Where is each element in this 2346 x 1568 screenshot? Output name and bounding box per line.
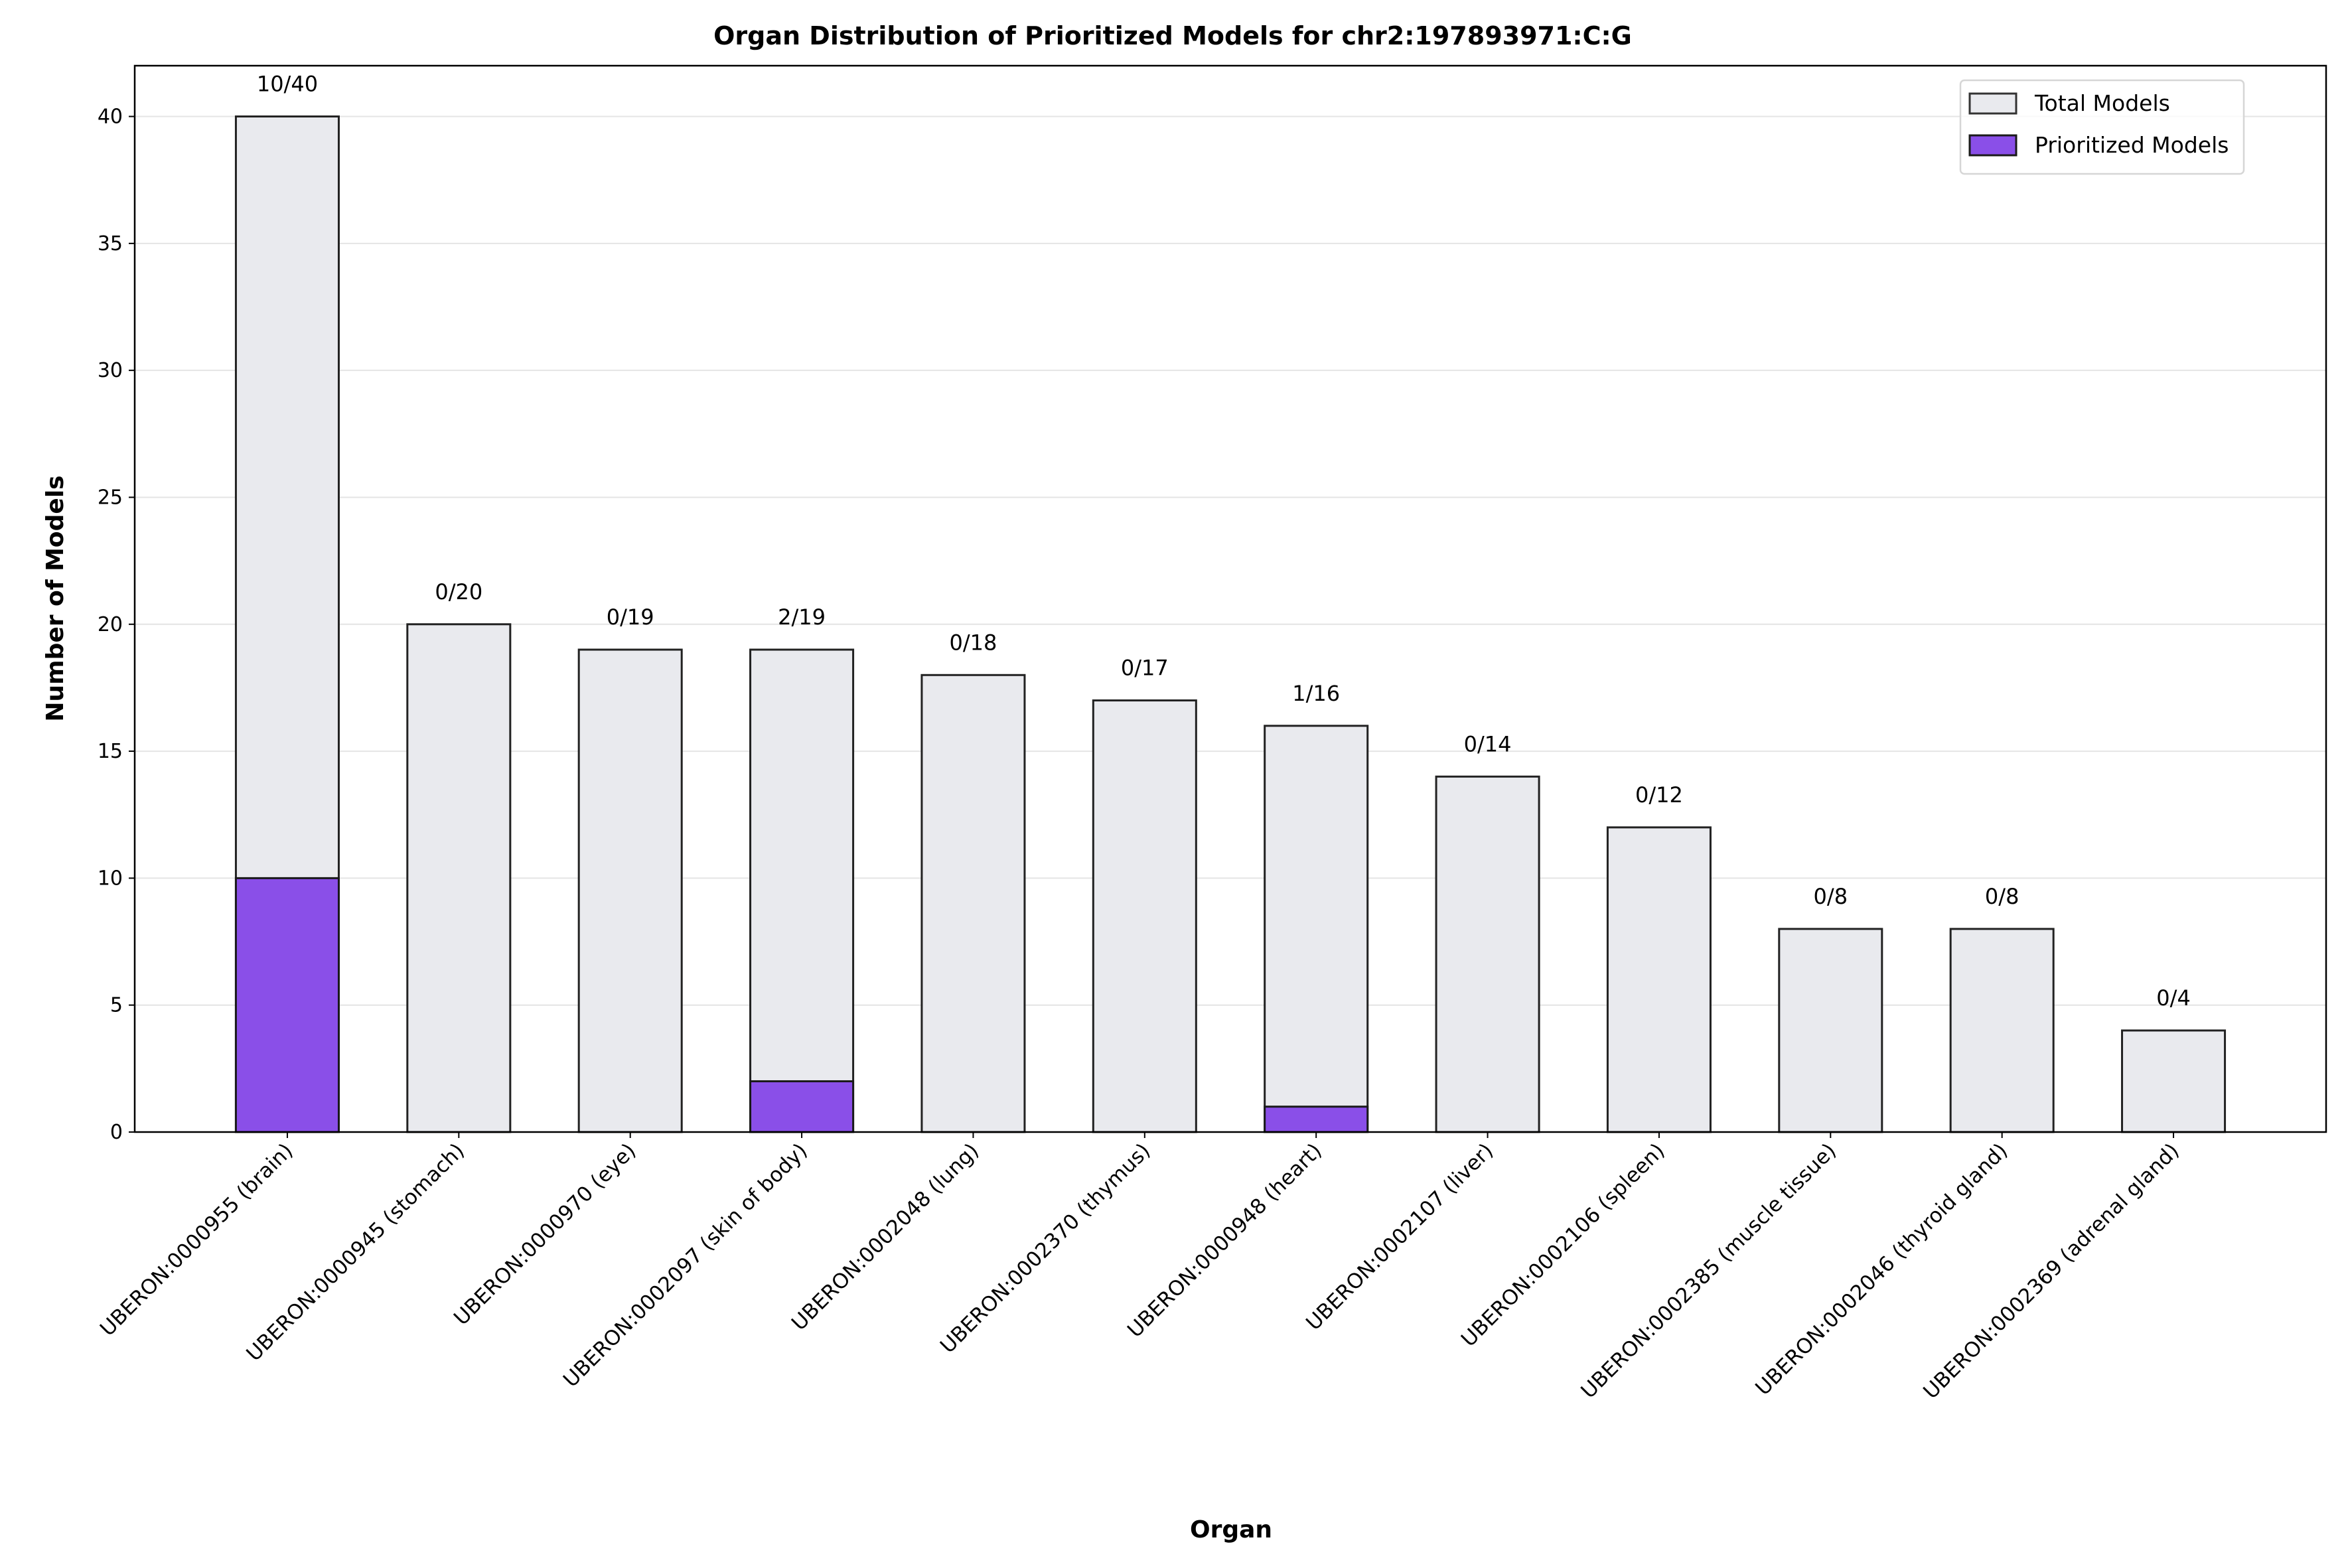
data-label: 0/12 xyxy=(1635,782,1683,808)
y-tick-label: 35 xyxy=(98,232,123,255)
data-label: 10/40 xyxy=(257,72,318,97)
x-tick-label: UBERON:0002048 (lung) xyxy=(787,1139,984,1335)
legend-label-prioritized: Prioritized Models xyxy=(2035,132,2229,158)
y-tick-label: 10 xyxy=(98,867,123,890)
y-tick-label: 20 xyxy=(98,613,123,636)
bar-total xyxy=(1778,928,1883,1133)
data-label: 0/18 xyxy=(950,630,997,655)
legend: Total Models Prioritized Models xyxy=(1959,79,2245,175)
data-label: 1/16 xyxy=(1292,681,1340,706)
bar-total xyxy=(749,648,855,1133)
bar-total xyxy=(1949,928,2055,1133)
legend-box xyxy=(1959,79,2245,175)
legend-swatch-total xyxy=(1968,92,2017,115)
legend-swatch-prioritized xyxy=(1968,134,2017,157)
x-tick-label: UBERON:0002107 (liver) xyxy=(1301,1139,1498,1335)
data-label: 0/8 xyxy=(1814,884,1848,909)
legend-label-total: Total Models xyxy=(2034,90,2170,116)
bar-total xyxy=(1092,699,1197,1133)
data-label: 0/8 xyxy=(1985,884,2019,909)
x-axis-label: Organ xyxy=(1190,1516,1272,1543)
plot-area-frame xyxy=(133,64,2327,1133)
bar-prioritized xyxy=(234,877,340,1133)
x-tick-label: UBERON:0002370 (thymus) xyxy=(936,1139,1155,1358)
y-tick-label: 15 xyxy=(98,740,123,763)
bar-total xyxy=(1435,775,1540,1133)
data-label: 0/14 xyxy=(1464,731,1512,756)
y-axis-label: Number of Models xyxy=(42,475,69,721)
bars xyxy=(234,115,2227,1133)
data-label: 0/20 xyxy=(435,579,482,605)
data-label: 0/19 xyxy=(607,605,654,630)
data-label: 2/19 xyxy=(778,605,826,630)
bar-total xyxy=(577,648,683,1133)
y-axis: 0 5 10 15 20 25 30 35 40 xyxy=(98,106,135,1144)
bar-total xyxy=(2121,1029,2227,1133)
bar-total xyxy=(920,674,1026,1133)
bar-prioritized xyxy=(1264,1105,1369,1133)
x-axis: UBERON:0000955 (brain)UBERON:0000945 (st… xyxy=(96,1132,2184,1404)
data-labels: 10/40 0/20 0/19 2/19 0/18 0/17 1/16 0/14 0/12 0/8… xyxy=(257,72,2191,1011)
data-label: 0/17 xyxy=(1121,656,1169,681)
y-tick-label: 30 xyxy=(98,359,123,382)
data-label: 0/4 xyxy=(2156,985,2191,1011)
bar-prioritized xyxy=(749,1080,855,1133)
y-tick-label: 40 xyxy=(98,106,123,129)
x-tick-label: UBERON:0002106 (spleen) xyxy=(1457,1139,1670,1352)
chart-title: Organ Distribution of Prioritized Models… xyxy=(713,21,1632,50)
bar-total xyxy=(1264,725,1369,1133)
bar-total xyxy=(1606,826,1712,1133)
x-tick-label: UBERON:0000970 (eye) xyxy=(449,1139,640,1330)
bar-total xyxy=(406,623,512,1133)
y-tick-label: 0 xyxy=(110,1121,123,1144)
y-tick-label: 5 xyxy=(110,994,123,1017)
x-tick-label: UBERON:0000955 (brain) xyxy=(96,1139,298,1341)
x-tick-label: UBERON:0000948 (heart) xyxy=(1123,1139,1327,1342)
y-tick-label: 25 xyxy=(98,486,123,509)
